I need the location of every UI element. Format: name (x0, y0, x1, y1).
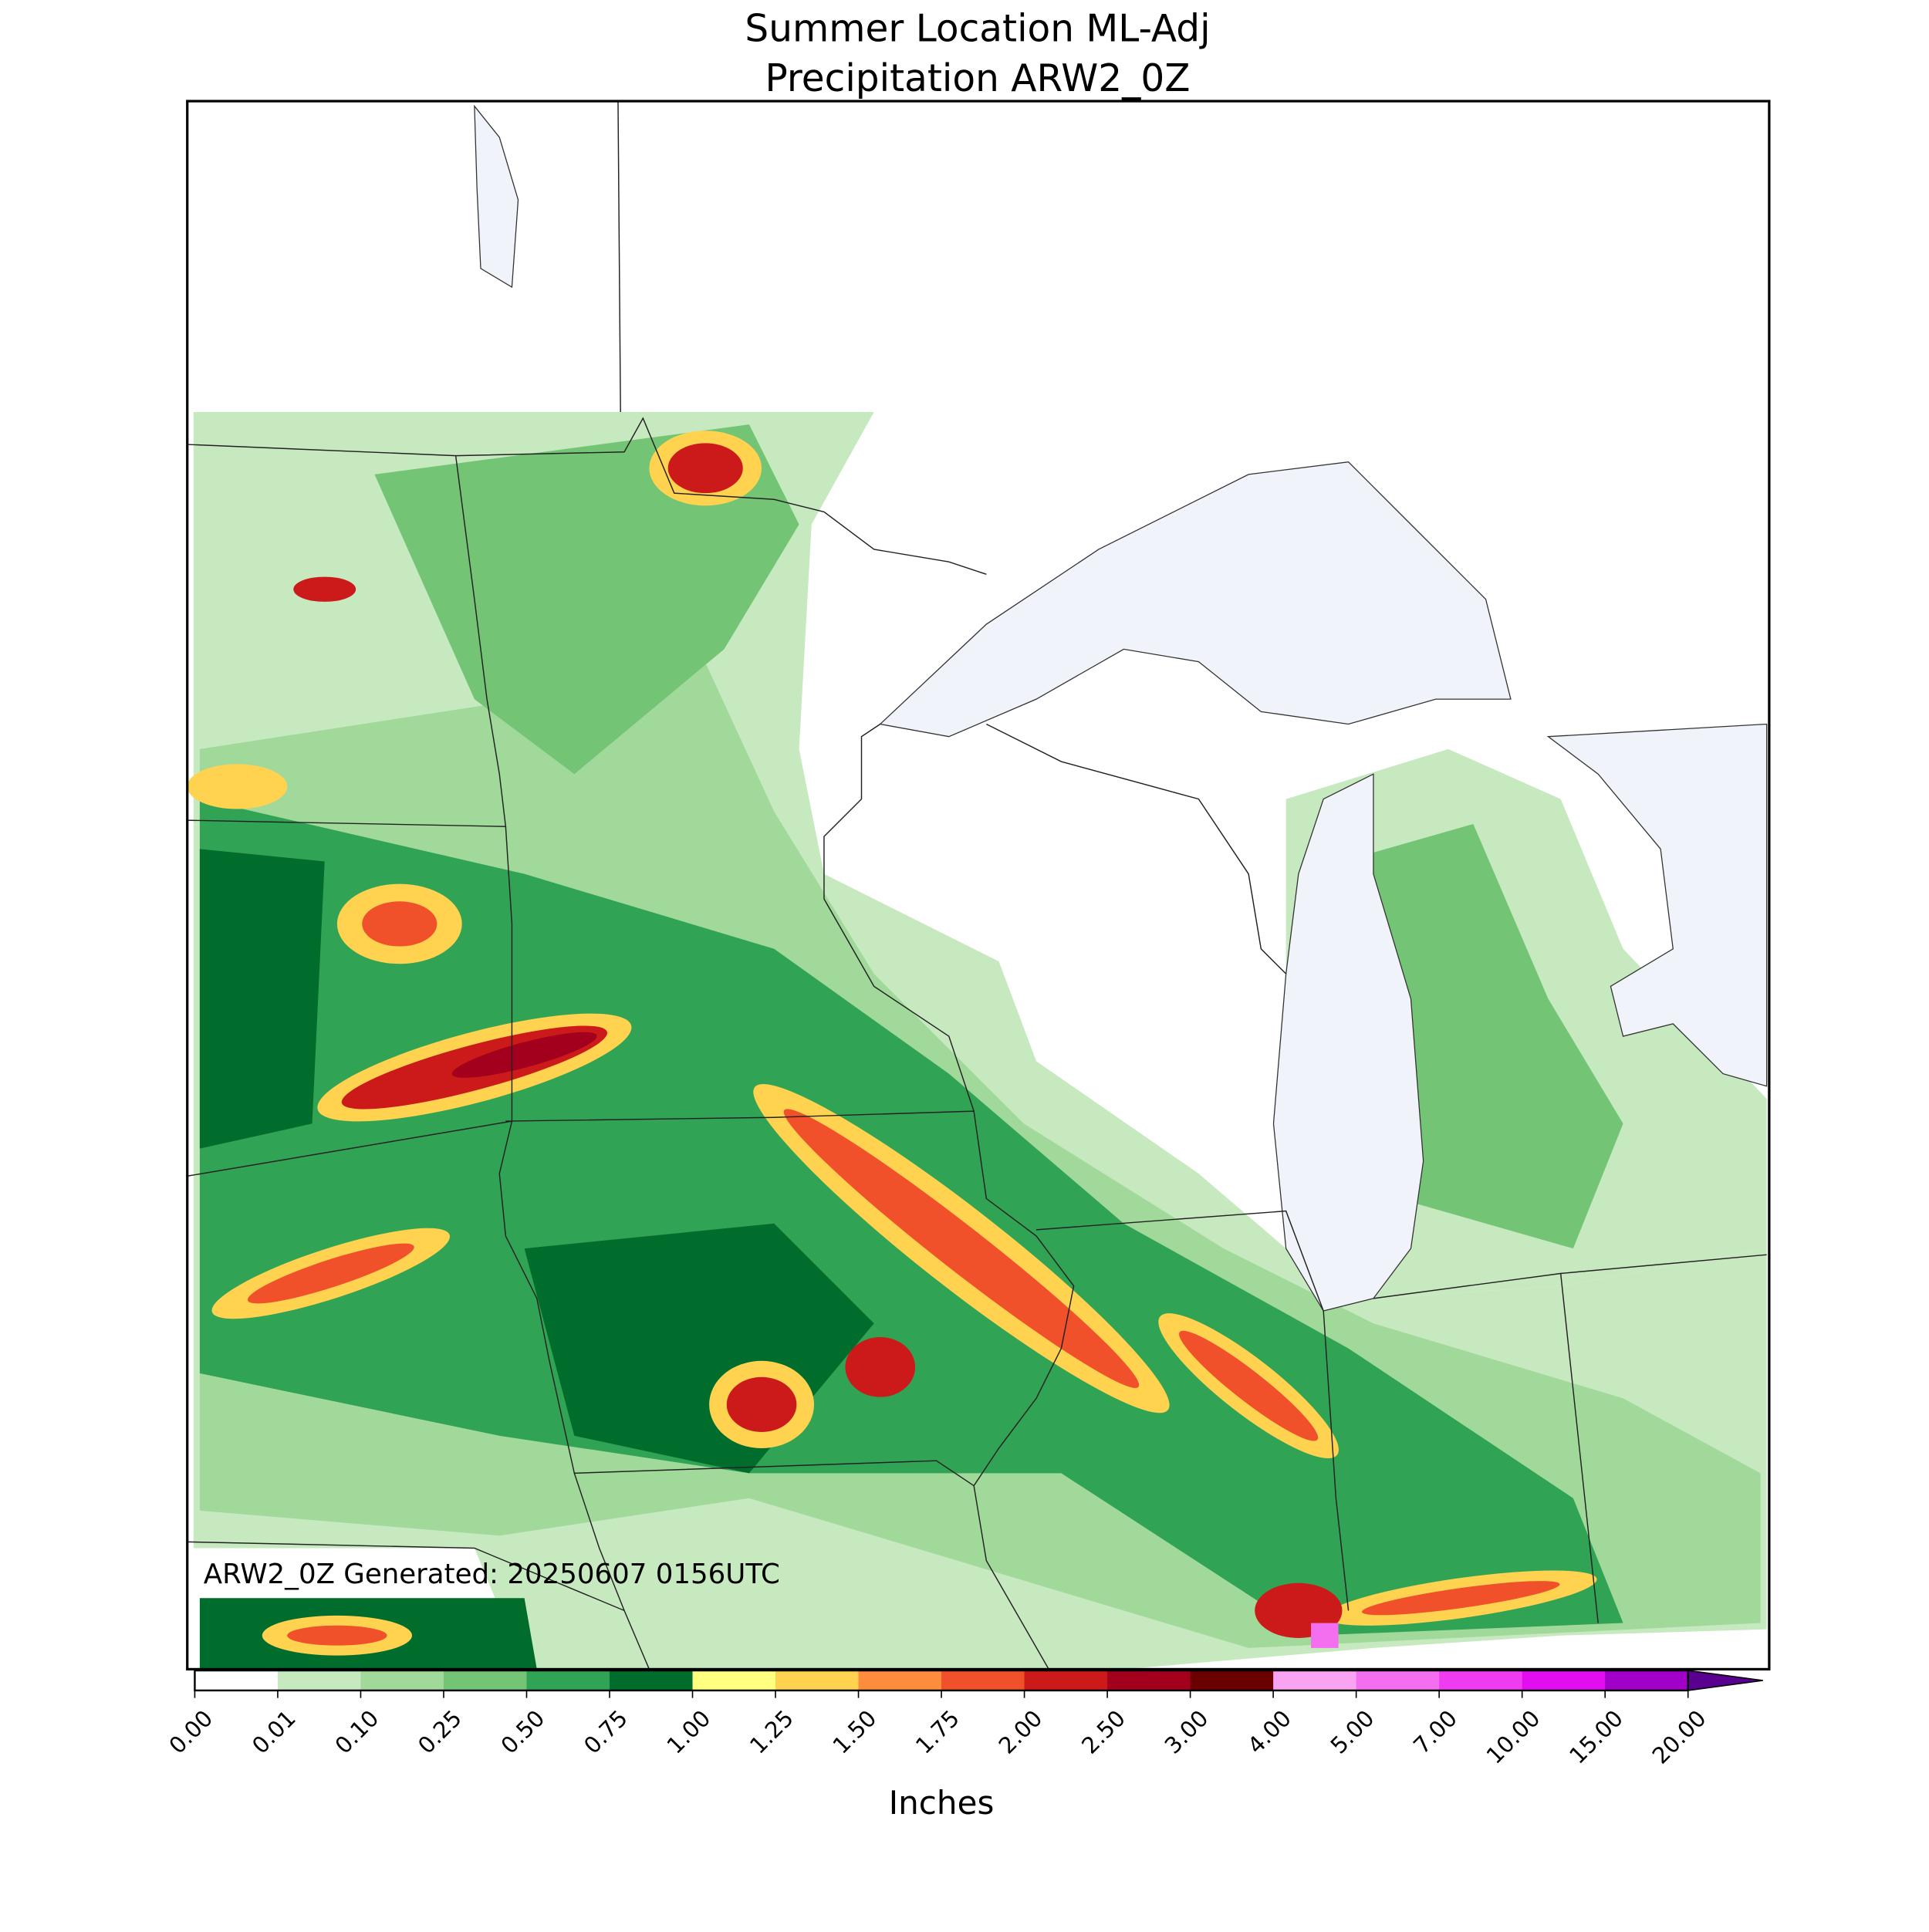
colorbar-tick-label: 0.00 (164, 1705, 218, 1759)
map-frame (186, 100, 1771, 1671)
colorbar-segment (941, 1670, 1025, 1690)
colorbar-segment (360, 1670, 444, 1690)
colorbar-tick-label: 1.25 (745, 1705, 799, 1759)
colorbar-segment (1190, 1670, 1274, 1690)
annotation: ARW2_0Z Generated: 20250607 0156UTC (204, 1559, 780, 1590)
colorbar-tick-label: 5.00 (1326, 1705, 1380, 1759)
lake (879, 461, 1512, 738)
lake (1546, 723, 1768, 1087)
colorbar-segment (526, 1670, 610, 1690)
colorbar-segment (194, 1670, 279, 1690)
colorbar-tick-label: 2.50 (1076, 1705, 1130, 1759)
colorbar-tick-label: 4.00 (1242, 1705, 1296, 1759)
precip-medium (374, 424, 799, 775)
precip-heavy (199, 849, 874, 1670)
colorbar-segment (1024, 1670, 1108, 1690)
colorbar-segment (692, 1670, 776, 1690)
colorbar-segment (858, 1670, 942, 1690)
colorbar-tick-label: 1.00 (662, 1705, 716, 1759)
title-line: Summer Location ML-Adj (745, 7, 1210, 50)
colorbar-segment (1356, 1670, 1440, 1690)
colorbar-tick-label: 0.01 (247, 1705, 301, 1759)
lake (474, 104, 519, 289)
colorbar-segment (1273, 1670, 1357, 1690)
colorbar-segment (1107, 1670, 1191, 1690)
colorbar-segment (443, 1670, 527, 1690)
colorbar-tick-label: 3.00 (1160, 1705, 1214, 1759)
colorbar-segment (1605, 1670, 1689, 1690)
precip-bands (187, 431, 1597, 1656)
colorbar-tick-label: 7.00 (1408, 1705, 1462, 1759)
colorbar-tick-label: 1.50 (828, 1705, 882, 1759)
colorbar-tick-label: 15.00 (1564, 1705, 1628, 1769)
colorbar-segment (610, 1670, 694, 1690)
colorbar-tick-label: 2.00 (994, 1705, 1048, 1759)
colorbar-tick-label: 0.75 (579, 1705, 633, 1759)
colorbar-segment (1439, 1670, 1523, 1690)
colorbar-tick-label: 0.50 (496, 1705, 550, 1759)
colorbar-tick-label: 10.00 (1481, 1705, 1546, 1769)
colorbar-extend (1687, 1670, 1763, 1691)
colorbar-label: Inches (889, 1784, 995, 1822)
colorbar-tick-label: 1.75 (910, 1705, 964, 1759)
colorbar-segment (1522, 1670, 1606, 1690)
title-line: Precipitation ARW2_0Z (765, 57, 1190, 100)
map-area: ARW2_0Z Generated: 20250607 0156UTC (187, 101, 1769, 1670)
colorbar: 0.00 0.01 0.10 0.25 0.50 0.75 1.00 1.25 1.50 1.75… (164, 1669, 1763, 1769)
colorbar-segment (775, 1670, 860, 1690)
colorbar-tick-label: 20.00 (1647, 1705, 1711, 1769)
state-borders (187, 101, 1767, 1670)
colorbar-tick-label: 0.25 (413, 1705, 467, 1759)
colorbar-segment (277, 1670, 361, 1690)
colorbar-tick-label: 0.10 (330, 1705, 384, 1759)
